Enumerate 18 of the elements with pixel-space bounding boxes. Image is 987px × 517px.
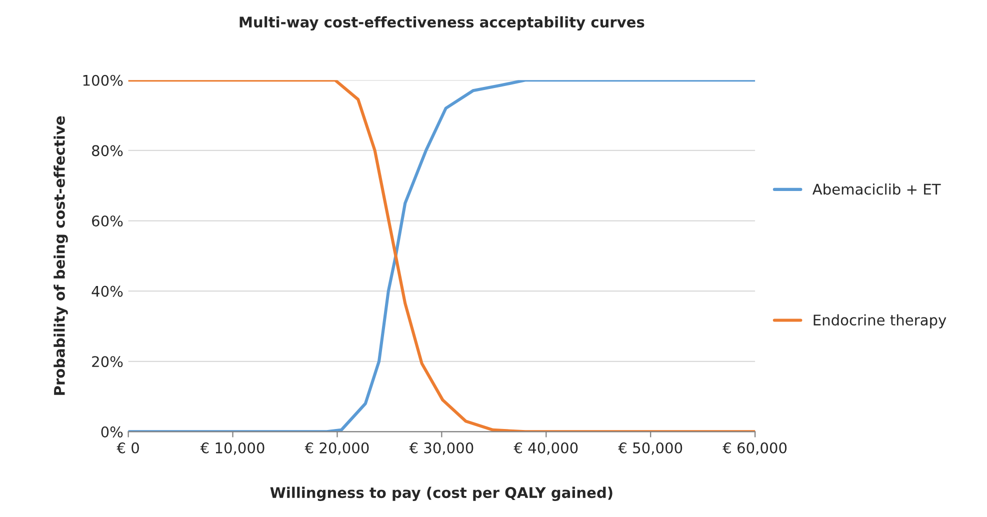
y-axis-title: Probability of being cost-effective xyxy=(54,116,68,395)
x-tick-label: € 20,000 xyxy=(304,442,369,455)
y-tick-label: 100% xyxy=(83,74,123,86)
legend-label: Endocrine therapy xyxy=(814,314,946,328)
x-tick-label: € 50,000 xyxy=(618,442,682,455)
x-tick-label: € 10,000 xyxy=(200,442,264,455)
x-tick-label: € 30,000 xyxy=(409,442,474,455)
y-tick-label: 80% xyxy=(92,145,123,156)
x-tick-label: € 60,000 xyxy=(722,442,787,455)
y-tick-label: 60% xyxy=(92,215,123,227)
y-tick-label: 0% xyxy=(101,426,123,438)
x-axis-title: Willingness to pay (cost per QALY gained) xyxy=(270,486,612,502)
x-tick-label: € 0 xyxy=(116,442,139,454)
chart-title: Multi-way cost-effectiveness acceptability curves xyxy=(240,16,644,31)
y-tick-label: 20% xyxy=(92,356,123,368)
x-tick-label: € 40,000 xyxy=(514,442,578,455)
legend-label: Abemaciclib + ET xyxy=(812,183,941,195)
y-tick-label: 40% xyxy=(92,286,123,297)
